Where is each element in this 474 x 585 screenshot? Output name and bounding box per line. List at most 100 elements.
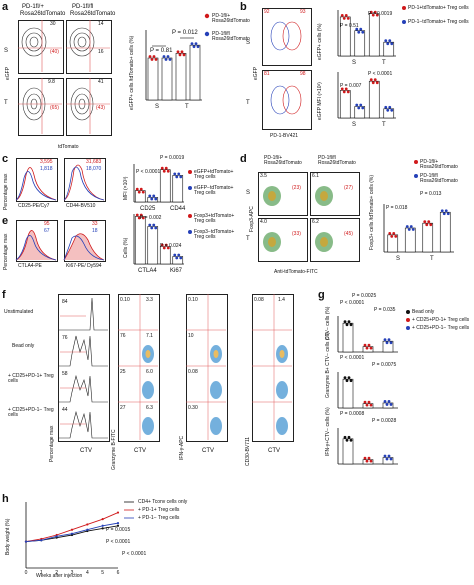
b-legend-2: PD-1−tdTomato+ Treg cells bbox=[408, 19, 469, 25]
h-series-line-1 bbox=[25, 512, 119, 543]
g1-point-1-2 bbox=[367, 343, 371, 347]
a-point-2-1 bbox=[178, 53, 182, 57]
c-cd25-val-1: 3,595 bbox=[40, 159, 53, 165]
a-bar-2 bbox=[175, 53, 187, 101]
e-point-0-0 bbox=[135, 213, 139, 217]
h-pvalue-3: P < 0.0001 bbox=[122, 551, 147, 557]
g2-point-1-3 bbox=[369, 403, 373, 407]
c-point-1-0 bbox=[148, 194, 152, 198]
b-pvalue-1: P = 0.0019 bbox=[368, 11, 393, 17]
d-point-2-1 bbox=[425, 223, 429, 227]
e-cat-2: Ki67 bbox=[170, 268, 183, 274]
c-pvalue-2: P < 0.0001 bbox=[136, 169, 161, 175]
b-legend-1: PD-1+tdTomato+ Treg cells bbox=[408, 5, 469, 11]
h-point-1-5 bbox=[101, 518, 104, 521]
h-point-0-5 bbox=[101, 527, 104, 530]
c-point-0-2 bbox=[139, 187, 143, 191]
a-bar-3 bbox=[189, 44, 201, 101]
b1-point-3-3 bbox=[390, 42, 394, 46]
d-point-3-1 bbox=[442, 212, 446, 216]
c-pvalue-1: P = 0.0019 bbox=[160, 155, 185, 161]
d-point-1-2 bbox=[409, 225, 413, 228]
c-bar-0 bbox=[134, 190, 146, 203]
a-q5: 9.8 bbox=[48, 79, 55, 85]
g3-point-2-1 bbox=[385, 457, 389, 461]
d-point-1-1 bbox=[407, 228, 411, 231]
c-legend-1: eGFP+tdTomato+ Treg cells bbox=[194, 169, 234, 180]
g3-point-1-3 bbox=[369, 459, 373, 463]
f-x-axis-3: CTV bbox=[202, 448, 214, 454]
e-ctla4-val-2: 67 bbox=[44, 228, 50, 234]
d-bar-0 bbox=[387, 234, 399, 253]
a-bar-1 bbox=[161, 57, 173, 101]
e-bar-3 bbox=[172, 256, 184, 265]
f-x-axis-1: CTV bbox=[80, 448, 92, 454]
g3-point-0-3 bbox=[349, 438, 353, 442]
a-q4: 16 bbox=[98, 49, 104, 55]
e-point-2-1 bbox=[162, 246, 166, 250]
c-point-0-3 bbox=[141, 190, 145, 194]
g3-bar-2 bbox=[382, 457, 394, 465]
c-point-1-1 bbox=[150, 197, 154, 201]
b2-point-0-0 bbox=[340, 87, 344, 91]
c-point-3-1 bbox=[175, 175, 179, 179]
a-point-3-2 bbox=[194, 42, 198, 46]
g3-bar-0 bbox=[342, 438, 354, 465]
e-pvalue-1: P = 0.002 bbox=[140, 215, 162, 221]
panel-letter-g: g bbox=[318, 289, 325, 301]
b-row-s: S bbox=[246, 40, 251, 46]
g-legend-2: + CD25+PD-1+ Treg cells bbox=[412, 317, 470, 323]
d-q5: 4.0 bbox=[260, 219, 267, 225]
g1-point-0-0 bbox=[343, 320, 347, 324]
c-point-3-2 bbox=[177, 172, 181, 176]
e-legend-1: Foxp3+tdTomato+ Treg cells bbox=[194, 213, 235, 224]
g3-point-1-2 bbox=[367, 456, 371, 460]
g1-bar-2 bbox=[382, 340, 394, 353]
d-pvalue-1: P = 0.018 bbox=[386, 205, 408, 211]
g3-point-0-2 bbox=[347, 435, 351, 439]
h-xtick-6: 6 bbox=[117, 570, 120, 576]
e-point-1-3 bbox=[154, 226, 158, 230]
e-point-2-2 bbox=[164, 243, 168, 247]
h-xtick-3: 3 bbox=[71, 570, 74, 576]
a-point-2-2 bbox=[180, 50, 184, 54]
g1-point-0-2 bbox=[347, 320, 351, 324]
b2-point-2-1 bbox=[371, 81, 375, 85]
g3-point-0-1 bbox=[345, 438, 349, 442]
f-gz-q7: 27 bbox=[120, 405, 126, 411]
a-header-left: PD-1fl/+ bbox=[22, 4, 44, 10]
f-gz-q6: 6.0 bbox=[146, 369, 153, 375]
d-point-1-3 bbox=[411, 228, 415, 231]
h-xtick-5: 5 bbox=[101, 570, 104, 576]
d-bar-2 bbox=[422, 222, 434, 253]
e-ki67-val-1: 33 bbox=[92, 221, 98, 227]
a-q7: 41 bbox=[98, 79, 104, 85]
a-row-label-s: S bbox=[4, 48, 9, 54]
b1-point-3-2 bbox=[388, 39, 392, 43]
h-point-2-5 bbox=[101, 524, 104, 527]
h-point-1-4 bbox=[86, 523, 89, 526]
c-cat-1: CD25 bbox=[140, 206, 156, 212]
a-point-3-0 bbox=[190, 42, 194, 46]
h-point-2-0 bbox=[24, 540, 28, 543]
d-point-0-1 bbox=[390, 234, 394, 238]
c-point-1-3 bbox=[154, 197, 158, 201]
panel-letter-b: b bbox=[240, 1, 247, 13]
d-point-3-3 bbox=[446, 212, 450, 216]
g3-point-2-3 bbox=[389, 457, 393, 461]
f-gz-q8: 6.3 bbox=[146, 405, 153, 411]
b2-bar-1 bbox=[354, 106, 366, 119]
b-pvalue-3: P < 0.0001 bbox=[368, 71, 393, 77]
h-xtick-1: 1 bbox=[40, 570, 43, 576]
g1-point-1-1 bbox=[365, 346, 369, 350]
e-point-3-2 bbox=[177, 253, 181, 257]
b-flow-plot-s bbox=[262, 8, 312, 66]
g1-point-2-1 bbox=[385, 341, 389, 345]
b1-bar-2 bbox=[368, 13, 380, 57]
c-cat-2: CD44 bbox=[170, 206, 186, 212]
a-pvalue-s: P = 0.81 bbox=[150, 48, 173, 54]
e-cat-1: CTLA4 bbox=[138, 268, 157, 274]
g-legend-1: Bead only bbox=[412, 309, 435, 315]
